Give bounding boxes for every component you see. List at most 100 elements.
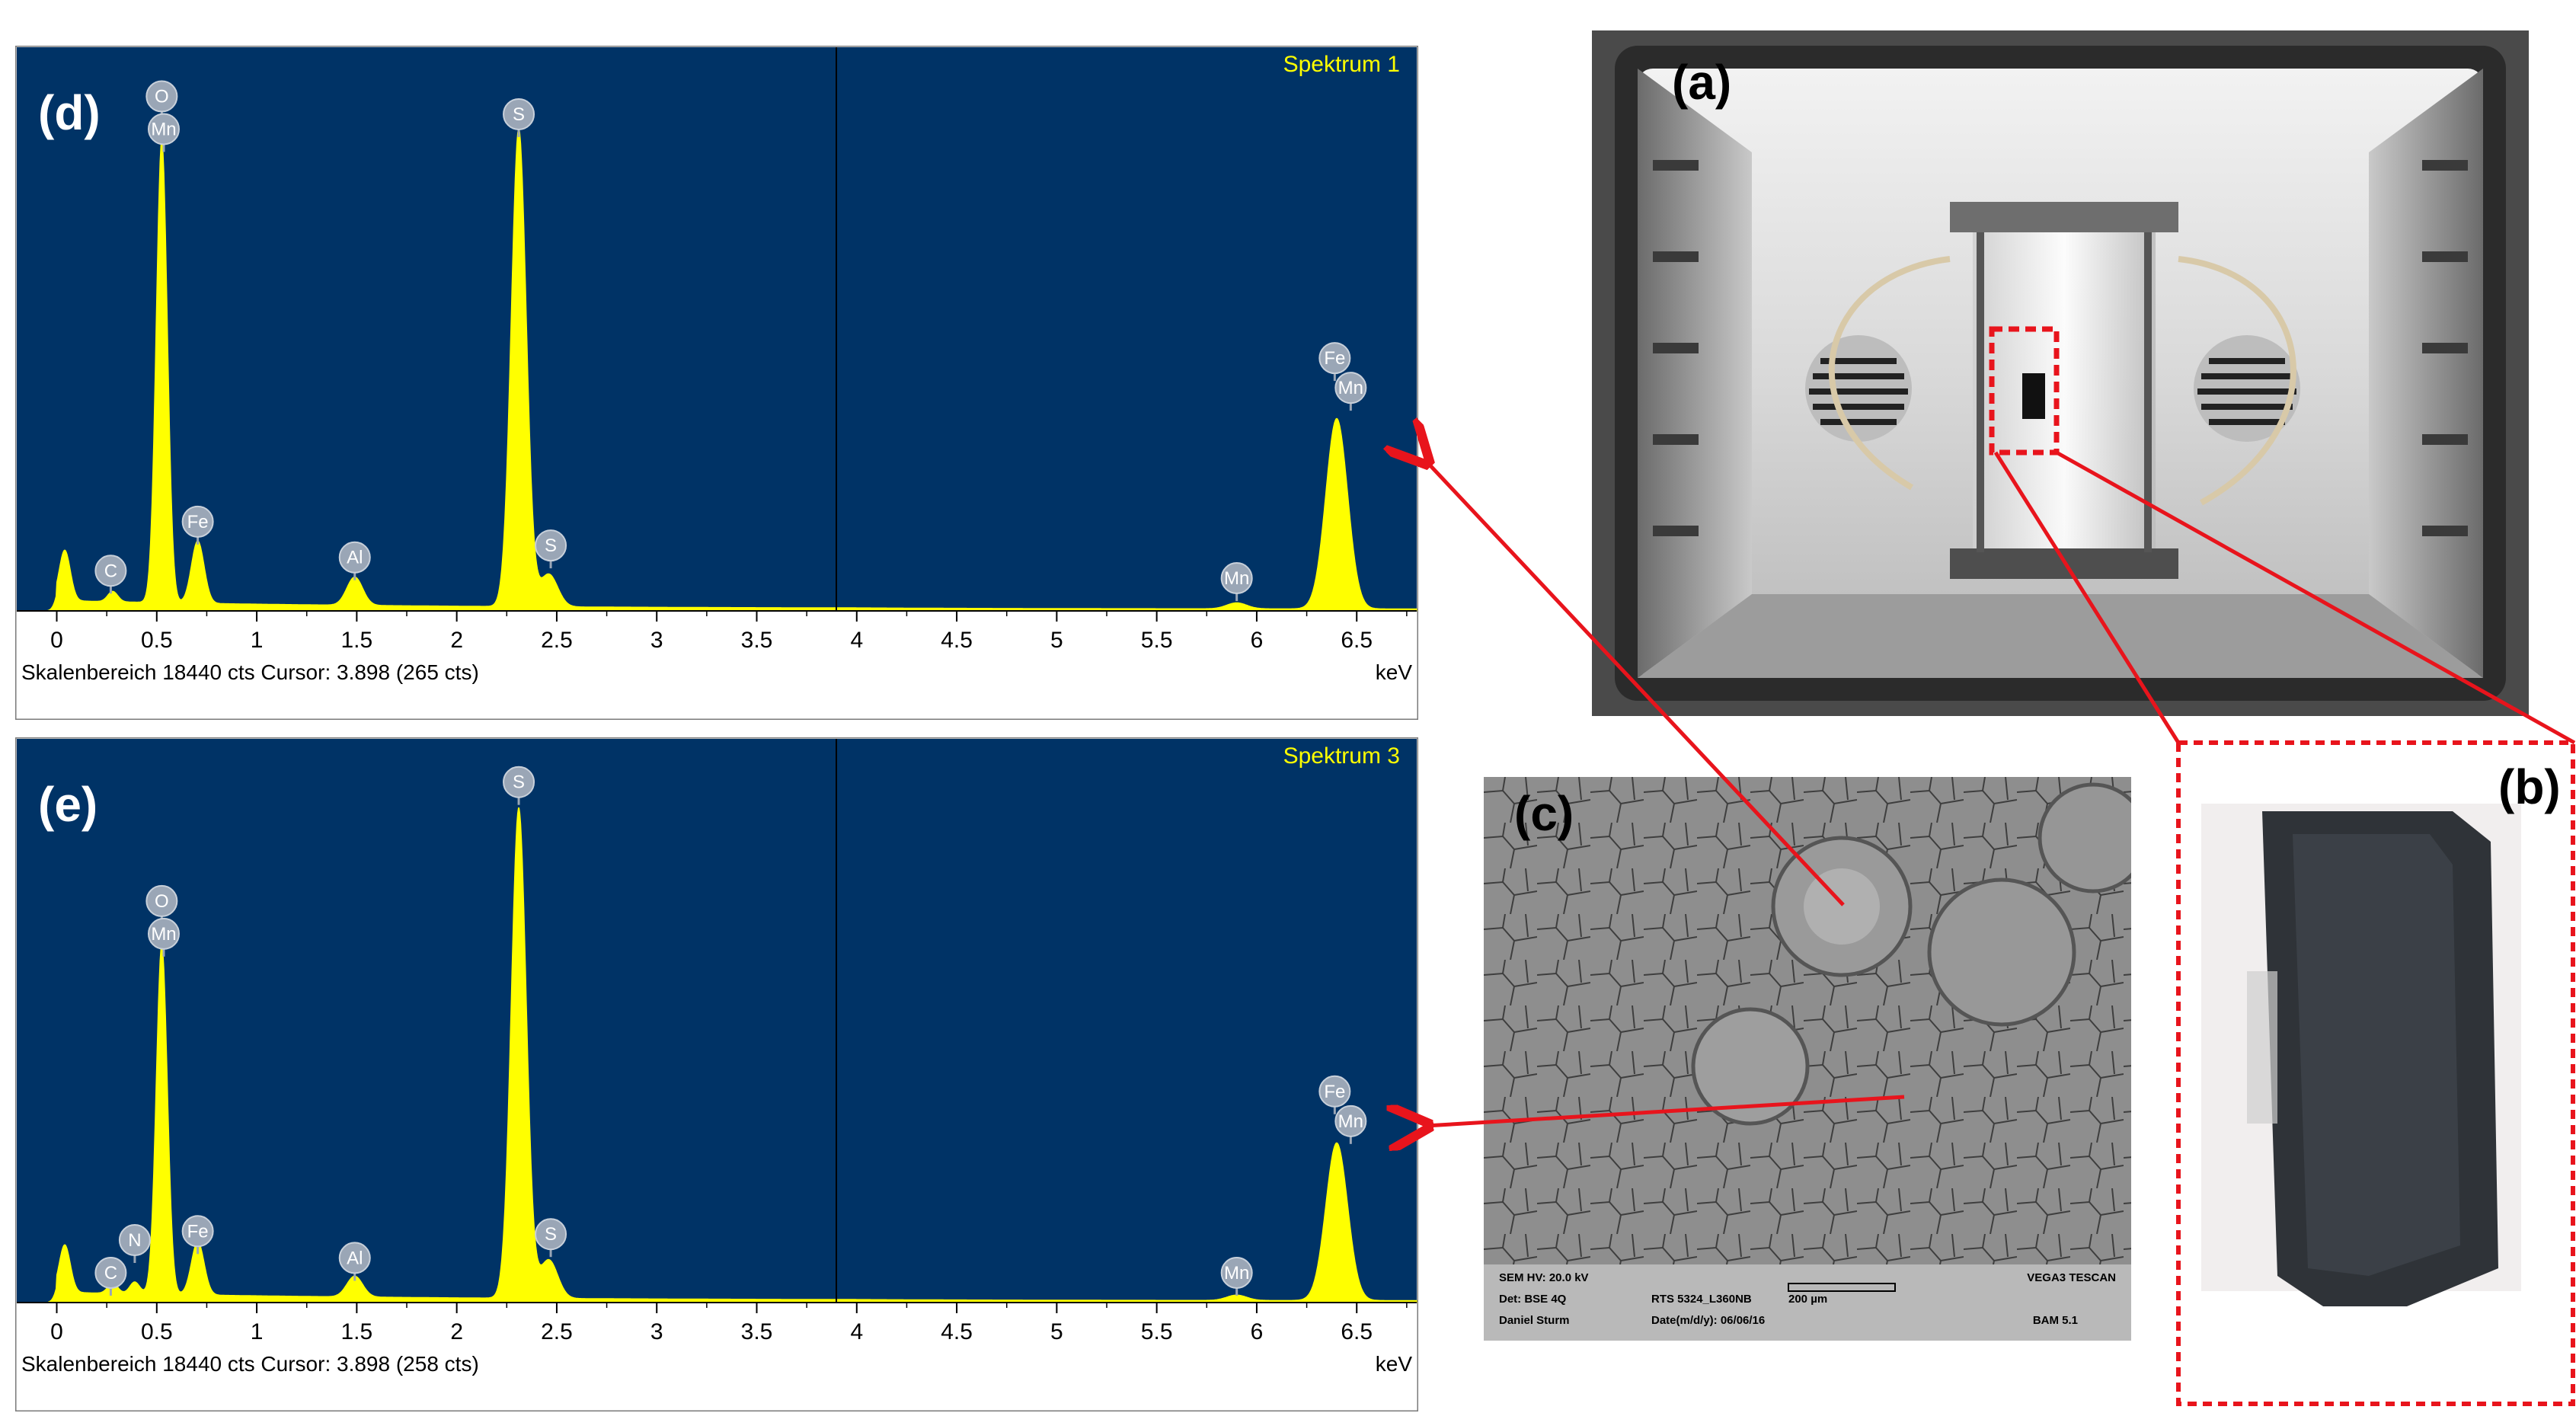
element-label-s-7: S [535, 1218, 567, 1258]
chamber-floor [1638, 594, 2483, 678]
spectrum-e-svg: O Mn CN Fe Al S S Mn Fe Mn (e) Spektrum 3 0 0.5 1 1.… [15, 737, 1418, 1411]
x-tick-label: 3.5 [741, 628, 773, 653]
svg-text:Al: Al [347, 1248, 363, 1268]
plot-area [17, 739, 1417, 1303]
spectrum-name: Spektrum 1 [1283, 52, 1400, 77]
x-tick-label: 0 [50, 628, 63, 653]
sample-surface [2293, 834, 2460, 1276]
svg-text:S: S [545, 1224, 557, 1245]
element-label-o-0: O [145, 80, 178, 120]
x-tick-label: 5 [1050, 1319, 1063, 1344]
x-tick-label: 5.5 [1141, 628, 1173, 653]
marks-group: O Mn C Fe Al S S Mn Fe Mn [17, 47, 1417, 612]
x-tick-label: 1 [251, 1319, 264, 1344]
svg-text:C: C [104, 1263, 117, 1284]
sample-holder [2247, 971, 2277, 1124]
x-tick-label: 0.5 [141, 1319, 173, 1344]
sem-scale: 200 µm [1788, 1293, 1827, 1306]
spectrum-series [17, 127, 1417, 612]
svg-text:S: S [513, 772, 525, 793]
photo-climate-chamber: (a) [1592, 30, 2529, 716]
x-tick-label: 2.5 [541, 1319, 573, 1344]
spectrum-series [17, 807, 1417, 1303]
tie-rod [2144, 232, 2152, 552]
sem-deposit-core [1804, 868, 1880, 945]
element-label-al-4: Al [338, 541, 371, 580]
sem-deposit [1927, 878, 2076, 1027]
sem-deposit [1691, 1007, 1810, 1126]
x-tick-label: 4.5 [941, 1319, 973, 1344]
element-label-s-6: S [535, 529, 567, 569]
x-tick-label: 3.5 [741, 1319, 773, 1344]
element-label-s-5: S [503, 98, 535, 137]
zoom-line [1993, 451, 2181, 744]
element-label-n-3: N [118, 1224, 151, 1264]
tube [1828, 256, 1951, 491]
x-tick-label: 5.5 [1141, 1319, 1173, 1344]
element-label-mn-9: Mn [1334, 372, 1367, 411]
svg-text:O: O [155, 891, 169, 912]
x-tick-label: 1.5 [341, 1319, 373, 1344]
element-label-mn-1: Mn [147, 113, 180, 152]
x-tick-label: 0.5 [141, 628, 173, 653]
spectrum-d-svg: O Mn C Fe Al S S Mn Fe Mn (d) Spektrum 1 0 0.5 1 1.5… [15, 46, 1418, 720]
footer-readout: Skalenbereich 18440 cts Cursor: 3.898 (2… [21, 1352, 479, 1376]
element-label-s-6: S [503, 766, 535, 805]
x-tick-label: 1 [251, 628, 264, 653]
x-tick-label: 4.5 [941, 628, 973, 653]
spectrum-chart-d: O Mn C Fe Al S S Mn Fe Mn (d) Spektrum 1 0 0.5 1 1.5… [15, 46, 1418, 720]
sem-hv: SEM HV: 20.0 kV [1499, 1271, 1589, 1284]
svg-text:Mn: Mn [1224, 568, 1249, 589]
element-label-mn-1: Mn [147, 917, 180, 957]
x-ticks: 0 0.5 1 1.5 2 2.5 3 3.5 4 4.5 5 5.5 6 6.5 [50, 611, 1408, 653]
svg-text:O: O [155, 87, 169, 107]
vessel-lid [1950, 202, 2178, 232]
x-tick-label: 2 [450, 628, 463, 653]
plot-area [17, 47, 1417, 611]
element-label-fe-9: Fe [1318, 1075, 1351, 1114]
x-tick-label: 6 [1251, 628, 1264, 653]
sem-scale-bar [1788, 1283, 1896, 1292]
sem-deposit [2037, 782, 2131, 894]
element-label-c-2: C [94, 555, 127, 594]
sample-in-vessel [2022, 373, 2045, 419]
marks-group: O Mn CN Fe Al S S Mn Fe Mn [17, 739, 1417, 1303]
x-tick-label: 3 [650, 1319, 663, 1344]
spectrum-chart-e: O Mn C N Fe Al S S Mn Fe Mn (e) Spektrum 3 0 0.5 1 1.… [15, 737, 1418, 1411]
x-tick-label: 1.5 [341, 628, 373, 653]
sem-operator: Daniel Sturm [1499, 1314, 1570, 1327]
tube [2178, 256, 2296, 506]
svg-text:Mn: Mn [1338, 1111, 1363, 1132]
svg-text:Mn: Mn [1224, 1263, 1249, 1284]
x-ticks: 0 0.5 1 1.5 2 2.5 3 3.5 4 4.5 5 5.5 6 6.5 [50, 1303, 1408, 1344]
arrow-to-spectrum-e [1426, 1095, 1905, 1126]
sem-date: Date(m/d/y): 06/06/16 [1651, 1314, 1765, 1327]
x-tick-label: 2 [450, 1319, 463, 1344]
svg-text:Mn: Mn [151, 924, 176, 945]
svg-text:N: N [128, 1230, 141, 1251]
sem-sample-id: RTS 5324_L360NB [1651, 1293, 1752, 1306]
svg-text:Fe: Fe [187, 512, 209, 532]
panel-label-a: (a) [1672, 55, 1731, 110]
x-tick-label: 6.5 [1341, 628, 1373, 653]
photo-sem: SEM HV: 20.0 kV VEGA3 TESCAN Det: BSE 4Q… [1484, 777, 2131, 1341]
svg-text:S: S [545, 535, 557, 556]
x-tick-label: 4 [850, 1319, 863, 1344]
svg-text:Fe: Fe [187, 1221, 209, 1242]
element-label-c-2: C [94, 1256, 127, 1296]
x-tick-label: 2.5 [541, 628, 573, 653]
element-label-fe-3: Fe [181, 505, 214, 545]
shelf-rails [1653, 160, 2468, 536]
sem-lab: BAM 5.1 [2033, 1314, 2078, 1327]
svg-text:Fe: Fe [1324, 348, 1345, 369]
sem-detector: Det: BSE 4Q [1499, 1293, 1567, 1306]
spectrum-name: Spektrum 3 [1283, 743, 1400, 769]
svg-text:Mn: Mn [151, 119, 176, 139]
x-tick-label: 5 [1050, 628, 1063, 653]
panel-label: (d) [38, 85, 101, 140]
element-label-fe-8: Fe [1318, 342, 1351, 382]
panel-label-c: (c) [1514, 786, 1574, 841]
x-tick-label: 0 [50, 1319, 63, 1344]
footer-readout: Skalenbereich 18440 cts Cursor: 3.898 (2… [21, 660, 479, 684]
